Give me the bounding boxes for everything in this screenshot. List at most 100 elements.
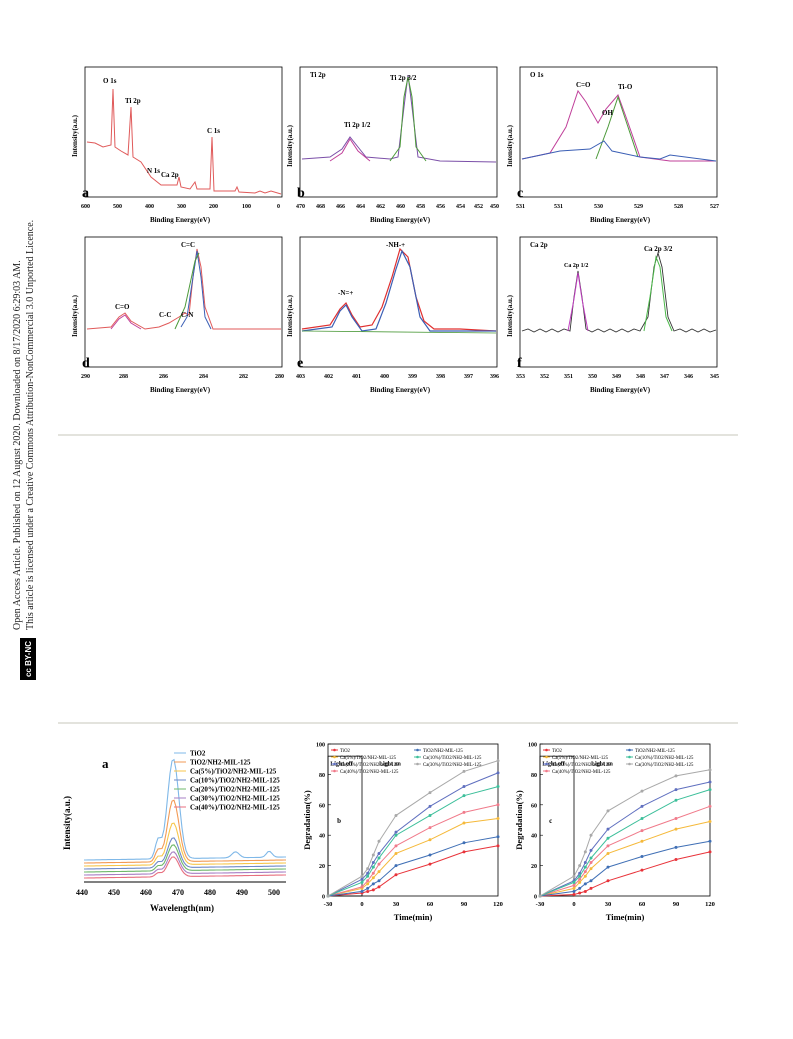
light-off-box bbox=[539, 755, 575, 897]
tick: 280 bbox=[275, 374, 284, 380]
data-point bbox=[371, 876, 375, 880]
data-point bbox=[640, 804, 644, 808]
tick: 450 bbox=[490, 204, 499, 210]
legend-label: Ca(10%)/TiO2/NH2-MIL-125 bbox=[190, 777, 280, 785]
tick: 462 bbox=[376, 204, 385, 210]
data-point bbox=[674, 788, 678, 792]
xps-a-ylabel: Intensity(a.u.) bbox=[71, 114, 79, 157]
data-point bbox=[589, 833, 593, 837]
tick: 400 bbox=[145, 204, 154, 210]
xps-b-ylabel: Intensity(a.u.) bbox=[286, 124, 294, 167]
xps-c-ylabel: Intensity(a.u.) bbox=[506, 124, 514, 167]
data-point bbox=[640, 868, 644, 872]
x-tick-label: 30 bbox=[393, 901, 400, 908]
data-point bbox=[640, 789, 644, 793]
y-axis-label: Degradation(%) bbox=[514, 790, 524, 850]
tick: 396 bbox=[490, 374, 499, 380]
pl-series-line bbox=[84, 822, 286, 867]
tick: 290 bbox=[81, 374, 90, 380]
y-tick-label: 40 bbox=[319, 834, 325, 840]
data-point bbox=[674, 858, 678, 862]
pl-ylabel: Intensity(a.u.) bbox=[62, 796, 72, 850]
legend-marker bbox=[333, 748, 336, 752]
xps-a-xlabel: Binding Energy(eV) bbox=[150, 216, 211, 224]
pl-series-line bbox=[84, 844, 286, 873]
pl-series-line bbox=[84, 856, 286, 879]
legend-marker bbox=[416, 748, 419, 752]
license-line-1: Open Access Article. Published on 12 Aug… bbox=[12, 260, 23, 630]
data-point bbox=[462, 810, 466, 814]
xps-f-ylabel: Intensity(a.u.) bbox=[506, 294, 514, 337]
data-point bbox=[578, 877, 582, 881]
data-point bbox=[371, 888, 375, 892]
x-tick-label: -30 bbox=[536, 901, 545, 908]
series-line bbox=[539, 789, 711, 897]
peak-label-ti-half: Ti 2p 1/2 bbox=[344, 121, 371, 129]
data-point bbox=[708, 820, 712, 824]
y-tick-label: 100 bbox=[316, 743, 325, 749]
peak-label-o1s: O 1s bbox=[103, 77, 117, 85]
tick: 284 bbox=[199, 374, 208, 380]
data-point bbox=[496, 816, 500, 820]
data-point bbox=[462, 841, 466, 845]
xps-panel-d: C=O C-C C-N C=C d 290 288 286 284 282 28… bbox=[71, 236, 284, 394]
peak-label-n1s: N 1s bbox=[147, 167, 160, 175]
legend-marker bbox=[545, 755, 548, 759]
series-line bbox=[327, 845, 499, 897]
data-point bbox=[326, 894, 330, 898]
tick: 530 bbox=[594, 204, 603, 210]
y-tick-label: 80 bbox=[531, 773, 537, 779]
y-tick-label: 100 bbox=[528, 743, 537, 749]
legend-marker bbox=[628, 762, 631, 766]
xps-panel-b: Ti 2p Ti 2p 1/2 Ti 2p 3/2 b 470 468 466 … bbox=[286, 66, 499, 224]
xps-c-ticks: 531 531 530 529 528 527 bbox=[516, 204, 719, 210]
x-axis-label: Time(min) bbox=[394, 912, 433, 922]
legend-marker bbox=[333, 769, 336, 773]
y-axis-label: Degradation(%) bbox=[302, 790, 312, 850]
legend-label: TiO2/NH2-MIL-125 bbox=[190, 759, 251, 767]
data-point bbox=[428, 862, 432, 866]
data-point bbox=[606, 809, 610, 813]
data-point bbox=[428, 826, 432, 830]
cc-license-badge[interactable]: cc BY-NC bbox=[20, 638, 36, 680]
y-tick-label: 0 bbox=[534, 895, 537, 901]
panel-letter-a: a bbox=[82, 186, 89, 201]
tick: 470 bbox=[172, 888, 184, 897]
data-point bbox=[371, 871, 375, 875]
data-point bbox=[640, 829, 644, 833]
peak-label-ti-three-half: Ti 2p 3/2 bbox=[390, 74, 417, 82]
tick: 403 bbox=[296, 374, 305, 380]
series-line bbox=[327, 818, 499, 897]
legend-label: Ca(5%)/TiO2/NH2-MIL-125 bbox=[552, 756, 609, 761]
tick: 349 bbox=[612, 374, 621, 380]
data-point bbox=[366, 886, 370, 890]
data-point bbox=[674, 774, 678, 778]
series-line bbox=[539, 769, 711, 897]
tick: 353 bbox=[516, 374, 525, 380]
data-point bbox=[428, 838, 432, 842]
xps-c-xlabel: Binding Energy(eV) bbox=[590, 216, 651, 224]
tick: 348 bbox=[636, 374, 645, 380]
data-point bbox=[589, 886, 593, 890]
x-tick-label: 0 bbox=[572, 901, 575, 908]
xps-e-xlabel: Binding Energy(eV) bbox=[370, 386, 431, 394]
peak-label-ca2p: Ca 2p bbox=[161, 171, 179, 179]
xps-a-ticks: 600 500 400 300 200 100 0 bbox=[81, 204, 280, 210]
peak-label-tio: Ti-O bbox=[618, 83, 633, 91]
light-off-label: Light off bbox=[542, 761, 566, 767]
tick: 200 bbox=[209, 204, 218, 210]
x-axis-label: Time(min) bbox=[606, 912, 645, 922]
xps-panel-e: -N=+ -NH-+ e 403 402 401 400 399 398 397… bbox=[286, 236, 499, 394]
data-point bbox=[360, 877, 364, 881]
tick: 282 bbox=[239, 374, 248, 380]
data-point bbox=[572, 886, 576, 890]
data-point bbox=[428, 853, 432, 857]
data-point bbox=[589, 867, 593, 871]
tick: 454 bbox=[456, 204, 465, 210]
tick: 350 bbox=[588, 374, 597, 380]
xps-e-ylabel: Intensity(a.u.) bbox=[286, 294, 294, 337]
tick: 460 bbox=[140, 888, 152, 897]
data-point bbox=[462, 785, 466, 789]
legend-label: Ca(10%)/TiO2/NH2-MIL-125 bbox=[423, 756, 482, 761]
